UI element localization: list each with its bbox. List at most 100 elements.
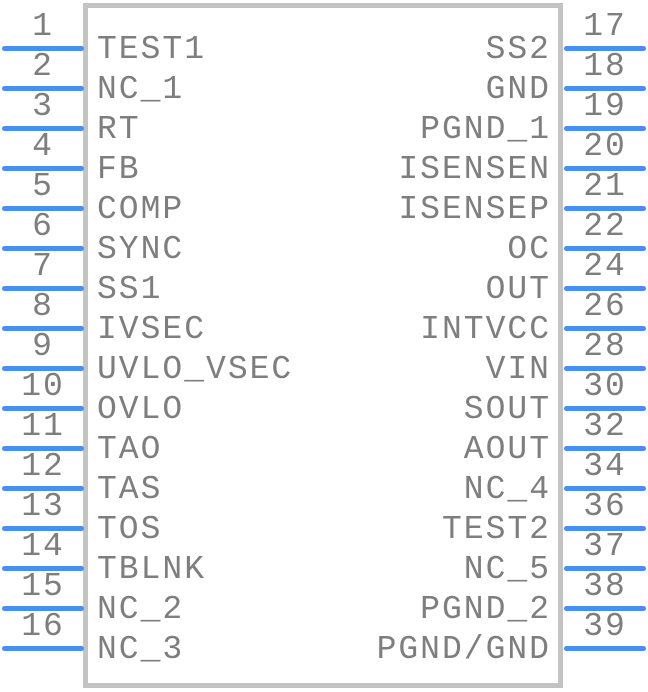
pin-name: SOUT: [463, 391, 551, 428]
pin-line: [2, 446, 84, 451]
pin-number: 10: [21, 368, 65, 405]
pin-number: 14: [21, 528, 65, 565]
pin-name: PGND_1: [420, 111, 551, 148]
pin-line: [564, 486, 646, 491]
pin-line: [2, 606, 84, 611]
pin-line: [564, 126, 646, 131]
pin-name: COMP: [97, 191, 185, 228]
pin-row-right-19: 19 PGND_1: [0, 88, 648, 149]
pin-row-right-18: 18 GND: [0, 48, 648, 109]
pin-row-left-2: 2 NC_1: [0, 48, 648, 109]
pin-number: 6: [32, 208, 54, 245]
pin-name: ISENSEN: [398, 151, 551, 188]
pin-row-right-28: 28 VIN: [0, 328, 648, 389]
pin-name: NC_5: [463, 551, 551, 588]
pin-number: 11: [21, 408, 65, 445]
pin-row-left-15: 15 NC_2: [0, 568, 648, 629]
pin-row-left-16: 16 NC_3: [0, 608, 648, 669]
pin-number: 19: [583, 88, 627, 125]
pin-name: OUT: [485, 271, 551, 308]
pin-row-left-14: 14 TBLNK: [0, 528, 648, 589]
pin-line: [564, 86, 646, 91]
pin-row-left-6: 6 SYNC: [0, 208, 648, 269]
pin-name: OVLO: [97, 391, 185, 428]
pin-number: 24: [583, 248, 627, 285]
pin-row-right-21: 21 ISENSEP: [0, 168, 648, 229]
pin-number: 9: [32, 328, 54, 365]
pin-row-right-32: 32 AOUT: [0, 408, 648, 469]
pin-number: 4: [32, 128, 54, 165]
pin-row-left-3: 3 RT: [0, 88, 648, 149]
pin-row-right-38: 38 PGND_2: [0, 568, 648, 629]
pin-number: 17: [583, 8, 627, 45]
pin-line: [2, 46, 84, 51]
pin-number: 22: [583, 208, 627, 245]
pin-name: ISENSEP: [398, 191, 551, 228]
pin-row-left-5: 5 COMP: [0, 168, 648, 229]
pin-number: 37: [583, 528, 627, 565]
pin-row-left-9: 9 UVLO_VSEC: [0, 328, 648, 389]
pin-row-left-4: 4 FB: [0, 128, 648, 189]
pin-name: NC_4: [463, 471, 551, 508]
pin-line: [564, 46, 646, 51]
pin-name: TAO: [97, 431, 163, 468]
pin-name: TOS: [97, 511, 163, 548]
pin-line: [2, 286, 84, 291]
pin-line: [2, 126, 84, 131]
pin-line: [564, 646, 646, 651]
pin-name: SS2: [485, 31, 551, 68]
pin-name: TEST2: [441, 511, 551, 548]
pin-number: 30: [583, 368, 627, 405]
pin-line: [564, 606, 646, 611]
pin-row-left-13: 13 TOS: [0, 488, 648, 549]
pin-line: [564, 326, 646, 331]
pin-row-right-39: 39 PGND/GND: [0, 608, 648, 669]
pin-line: [564, 406, 646, 411]
pin-row-right-36: 36 TEST2: [0, 488, 648, 549]
pin-name: RT: [97, 111, 141, 148]
pin-line: [2, 526, 84, 531]
pin-number: 15: [21, 568, 65, 605]
pin-number: 36: [583, 488, 627, 525]
pin-line: [2, 646, 84, 651]
pin-row-right-30: 30 SOUT: [0, 368, 648, 429]
pin-row-right-20: 20 ISENSEN: [0, 128, 648, 189]
pin-number: 16: [21, 608, 65, 645]
pin-line: [564, 526, 646, 531]
pin-row-left-8: 8 IVSEC: [0, 288, 648, 349]
pin-row-right-37: 37 NC_5: [0, 528, 648, 589]
pin-row-right-34: 34 NC_4: [0, 448, 648, 509]
pin-number: 39: [583, 608, 627, 645]
pin-number: 5: [32, 168, 54, 205]
pin-row-left-7: 7 SS1: [0, 248, 648, 309]
pin-number: 21: [583, 168, 627, 205]
pin-name: TAS: [97, 471, 163, 508]
pin-number: 18: [583, 48, 627, 85]
pin-name: VIN: [485, 351, 551, 388]
pin-number: 26: [583, 288, 627, 325]
pin-name: INTVCC: [420, 311, 551, 348]
pin-name: GND: [485, 71, 551, 108]
pin-line: [564, 206, 646, 211]
pin-name: NC_2: [97, 591, 185, 628]
pin-name: PGND_2: [420, 591, 551, 628]
pin-name: UVLO_VSEC: [97, 351, 294, 388]
pin-name: TEST1: [97, 31, 207, 68]
pin-name: IVSEC: [97, 311, 207, 348]
pin-row-right-26: 26 INTVCC: [0, 288, 648, 349]
pin-name: FB: [97, 151, 141, 188]
pin-name: OC: [507, 231, 551, 268]
pin-row-right-22: 22 OC: [0, 208, 648, 269]
pin-line: [2, 406, 84, 411]
pin-row-left-11: 11 TAO: [0, 408, 648, 469]
pin-line: [2, 246, 84, 251]
pin-line: [2, 326, 84, 331]
pin-line: [2, 366, 84, 371]
pin-line: [2, 86, 84, 91]
pin-number: 8: [32, 288, 54, 325]
pin-number: 12: [21, 448, 65, 485]
pin-number: 2: [32, 48, 54, 85]
pin-line: [564, 446, 646, 451]
pin-line: [2, 486, 84, 491]
